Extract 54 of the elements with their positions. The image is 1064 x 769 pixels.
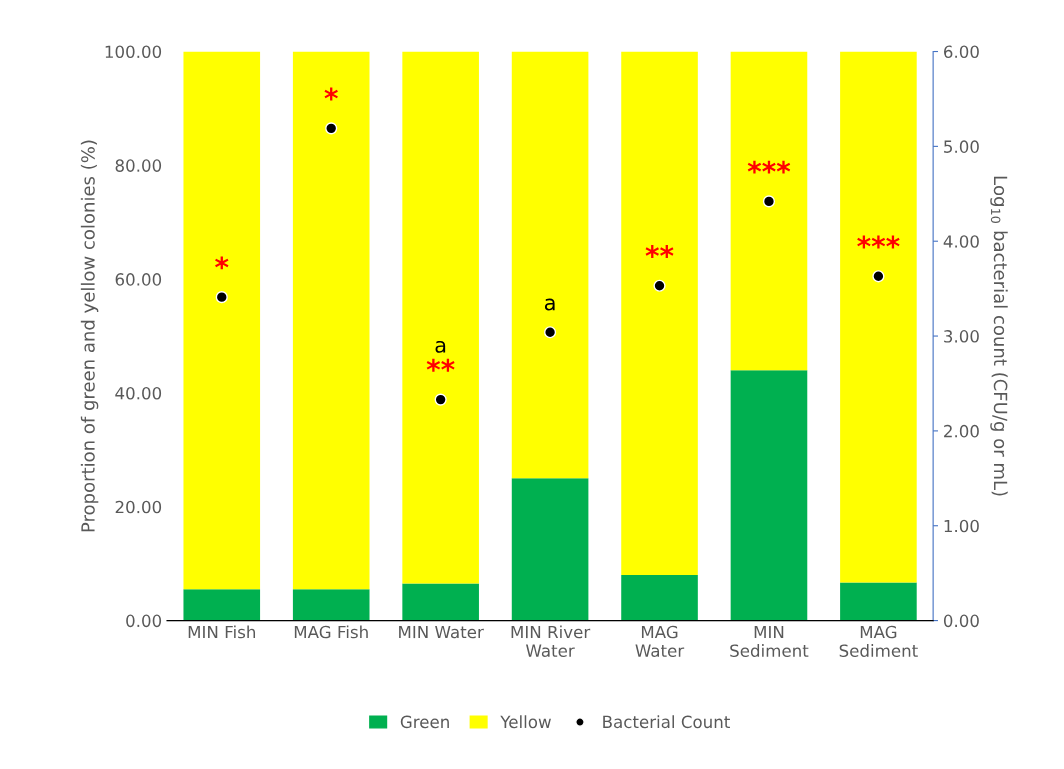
x-tick-label: MIN Sediment [730, 625, 809, 658]
y2-tick-label: 4.00 [943, 235, 979, 248]
bar [183, 51, 261, 590]
y2-tick-label: 2.00 [944, 424, 979, 438]
data-label: * [215, 256, 229, 270]
data-label: *** [747, 160, 791, 174]
data-label: * [324, 87, 338, 101]
bar [292, 51, 370, 590]
text: a [435, 340, 446, 353]
point [215, 291, 228, 304]
y2-tick-label: 5.00 [944, 140, 979, 153]
legend-label: Bacterial Count [603, 715, 730, 729]
x-tick-label: MAG Fish [294, 625, 368, 639]
point [544, 326, 557, 339]
bar [730, 51, 808, 371]
y-axis-title: Proportion of green and yellow colonies (%) [80, 140, 99, 532]
bar [511, 478, 589, 621]
legend-label: Yellow [500, 715, 551, 729]
bar [840, 582, 917, 621]
y-tick-label: 40.00 [115, 386, 162, 400]
data-label: a [544, 298, 555, 311]
bar [621, 575, 698, 621]
legend-label: Green [400, 715, 449, 729]
bar [402, 51, 479, 584]
y-tick-label: 60.00 [115, 273, 162, 286]
y-tick-label: 100.00 [105, 45, 162, 59]
y-tick-label: 0.00 [126, 614, 162, 628]
point [653, 279, 666, 292]
point [325, 122, 338, 135]
data-label: *** [857, 235, 900, 249]
bar [402, 583, 479, 621]
bar [621, 51, 698, 576]
y2-tick-label: 3.00 [944, 330, 979, 343]
y2-tick-label: 0.00 [943, 614, 979, 628]
data-label: ** [645, 245, 674, 258]
x-tick-label: MIN River Water [511, 625, 591, 658]
bar [292, 589, 370, 621]
bar [730, 370, 808, 621]
point [434, 393, 447, 406]
x-tick-label: MAG Sediment [839, 625, 918, 658]
y-tick-label: 20.00 [115, 500, 162, 514]
text: ** [426, 358, 455, 372]
y-tick-label: 80.00 [115, 159, 162, 172]
point [872, 270, 885, 283]
point [762, 195, 776, 208]
y2-axis-title: Log$_{10}$ bacterial count (CFU/g or mL) [990, 176, 1008, 496]
y2-tick-label: 1.00 [944, 519, 979, 533]
y2-tick-label: 6.00 [944, 45, 979, 59]
bar [183, 589, 261, 621]
x-tick-label: MAG Water [635, 625, 685, 658]
bar [840, 51, 917, 583]
bar [511, 51, 589, 479]
x-tick-label: MIN Water [399, 625, 484, 639]
x-tick-label: MIN Fish [188, 625, 256, 639]
